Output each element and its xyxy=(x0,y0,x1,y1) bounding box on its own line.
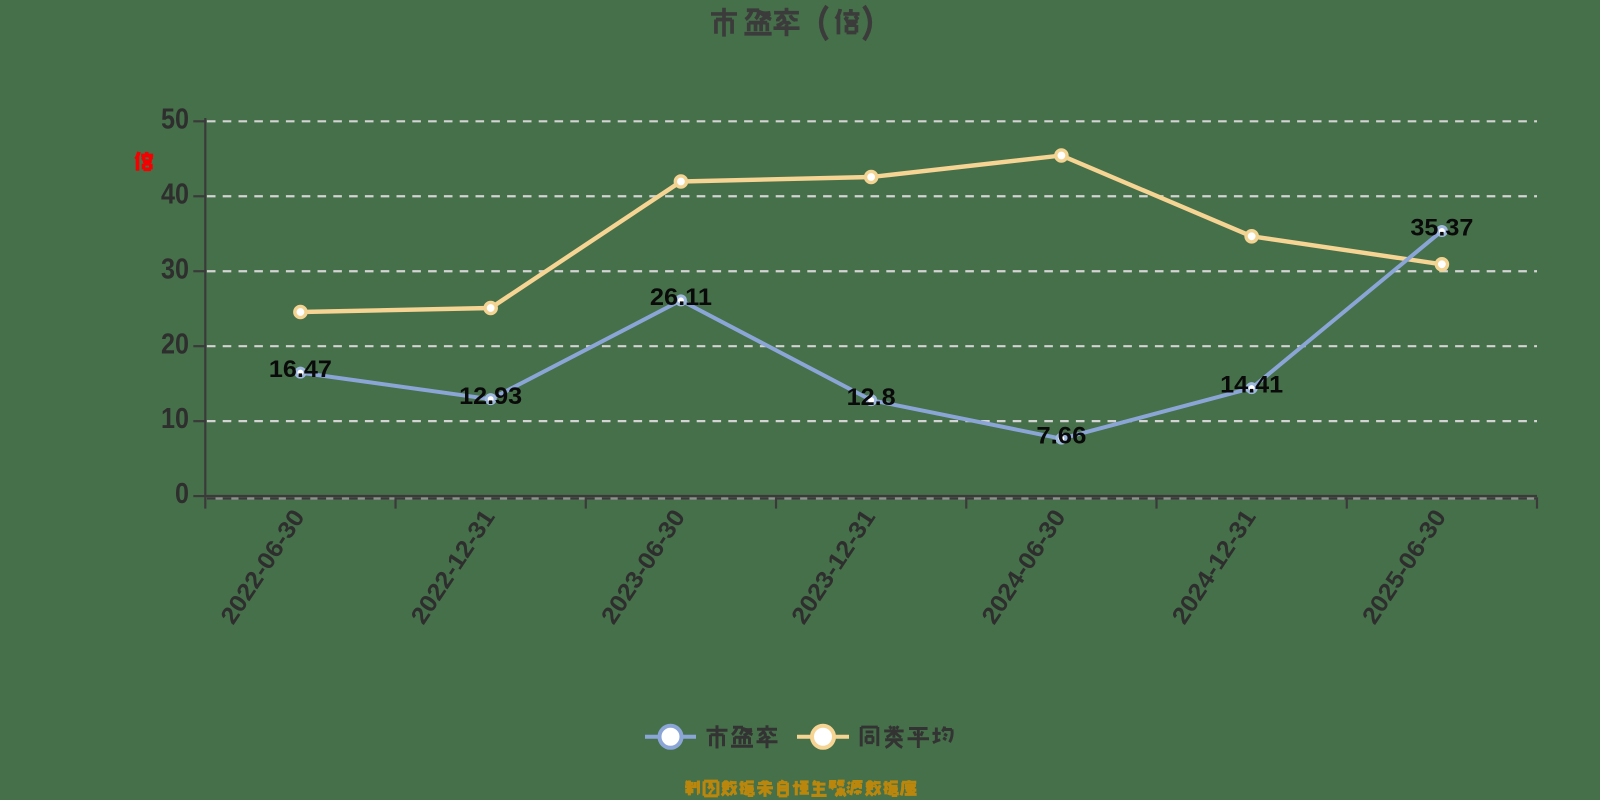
svg-text:16.47: 16.47 xyxy=(269,356,332,383)
svg-text:12.93: 12.93 xyxy=(459,383,522,410)
svg-text:7.66: 7.66 xyxy=(1036,422,1086,449)
svg-text:40: 40 xyxy=(161,178,189,210)
svg-text:0: 0 xyxy=(175,478,189,510)
svg-text:10: 10 xyxy=(161,403,189,435)
svg-text:12.8: 12.8 xyxy=(847,384,896,411)
svg-text:50: 50 xyxy=(161,103,189,135)
svg-text:14.41: 14.41 xyxy=(1220,372,1283,399)
svg-text:20: 20 xyxy=(161,328,189,360)
svg-text:26.11: 26.11 xyxy=(650,284,712,311)
svg-text:30: 30 xyxy=(161,253,189,285)
svg-text:35.37: 35.37 xyxy=(1410,215,1473,242)
